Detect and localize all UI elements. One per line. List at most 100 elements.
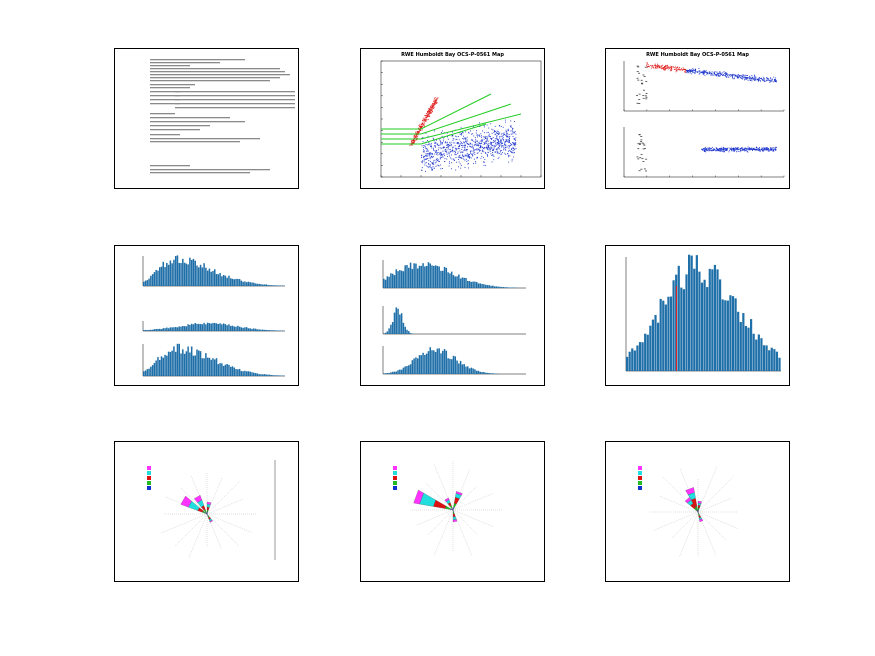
data-point: [428, 163, 430, 165]
data-point: [511, 160, 513, 162]
data-point: [491, 139, 492, 140]
histogram-bar: [472, 368, 474, 374]
histogram-bar: [467, 280, 469, 288]
legend-swatch: [147, 481, 151, 485]
data-point: [721, 147, 723, 149]
data-point: [737, 77, 739, 79]
data-point: [451, 162, 453, 164]
data-point: [467, 142, 469, 144]
data-point: [749, 148, 751, 149]
data-point: [467, 167, 469, 169]
data-point: [433, 107, 435, 109]
data-point: [663, 68, 665, 70]
histogram-bar: [492, 373, 494, 374]
data-point: [494, 134, 496, 136]
data-point: [460, 158, 462, 159]
data-point: [500, 154, 502, 155]
data-point: [421, 169, 423, 171]
data-point: [773, 149, 775, 151]
data-point: [455, 147, 457, 149]
data-point: [485, 165, 487, 167]
histogram-bar: [265, 284, 267, 286]
histogram-bar: [176, 255, 179, 286]
text-line: [150, 165, 190, 167]
data-point: [499, 144, 501, 146]
histogram-bar: [711, 269, 714, 371]
data-point: [702, 74, 704, 75]
data-point: [747, 75, 748, 76]
data-point: [774, 148, 776, 150]
data-point: [490, 142, 492, 144]
data-point: [467, 160, 469, 161]
data-point: [725, 74, 727, 76]
data-point: [423, 160, 425, 162]
data-point: [466, 153, 468, 154]
data-point: [429, 157, 431, 159]
histogram-bar: [228, 364, 230, 376]
data-point: [470, 152, 472, 154]
rose-spoke: [206, 513, 252, 533]
histogram-bar: [654, 314, 657, 371]
histogram-bar: [187, 264, 189, 286]
data-point: [437, 144, 439, 146]
data-point: [764, 81, 766, 83]
data-point: [505, 140, 507, 142]
histogram-bar: [424, 354, 426, 374]
data-point: [758, 77, 760, 79]
data-point: [434, 145, 436, 147]
data-point: [699, 72, 701, 74]
data-point: [489, 149, 491, 151]
data-point: [767, 78, 769, 80]
histogram-bar: [245, 327, 248, 331]
tick-label: [641, 142, 644, 144]
data-point: [488, 144, 490, 146]
data-point: [502, 145, 503, 147]
legend-swatch: [638, 466, 642, 470]
data-point: [775, 149, 777, 151]
histogram-bar: [269, 374, 271, 376]
histogram-bar: [235, 278, 237, 286]
tick-label: [637, 148, 640, 150]
histogram-bar: [664, 304, 667, 371]
data-point: [686, 71, 688, 73]
data-point: [423, 126, 425, 127]
data-point: [719, 149, 721, 150]
data-point: [749, 79, 751, 81]
data-point: [488, 147, 490, 149]
histogram-bar: [463, 364, 465, 374]
data-point: [493, 149, 495, 150]
data-point: [437, 154, 439, 156]
data-point: [478, 149, 480, 151]
histogram-bar: [461, 277, 464, 288]
data-point: [455, 139, 457, 141]
data-point: [418, 131, 420, 133]
data-point: [464, 148, 466, 150]
histogram-bar: [183, 262, 186, 286]
data-point: [490, 138, 492, 140]
histogram-bar: [703, 279, 706, 371]
data-point: [463, 141, 465, 143]
data-point: [411, 142, 412, 144]
data-point: [436, 102, 437, 104]
histogram-bar: [233, 367, 236, 376]
data-point: [671, 70, 672, 72]
data-point: [754, 149, 755, 150]
data-point: [414, 136, 416, 138]
rose-petal: [452, 519, 458, 523]
data-point: [430, 106, 432, 108]
data-point: [466, 140, 468, 142]
data-point: [775, 81, 777, 83]
data-point: [447, 141, 448, 143]
data-point: [659, 67, 661, 69]
histogram-bar: [272, 330, 275, 331]
data-point: [434, 96, 436, 98]
data-point: [694, 70, 696, 72]
data-point: [745, 147, 746, 149]
data-point: [494, 138, 496, 140]
data-point: [425, 148, 427, 150]
tick-label: [645, 96, 648, 98]
data-point: [505, 145, 507, 147]
data-point: [708, 72, 710, 74]
data-point: [468, 163, 469, 165]
data-point: [429, 107, 431, 109]
